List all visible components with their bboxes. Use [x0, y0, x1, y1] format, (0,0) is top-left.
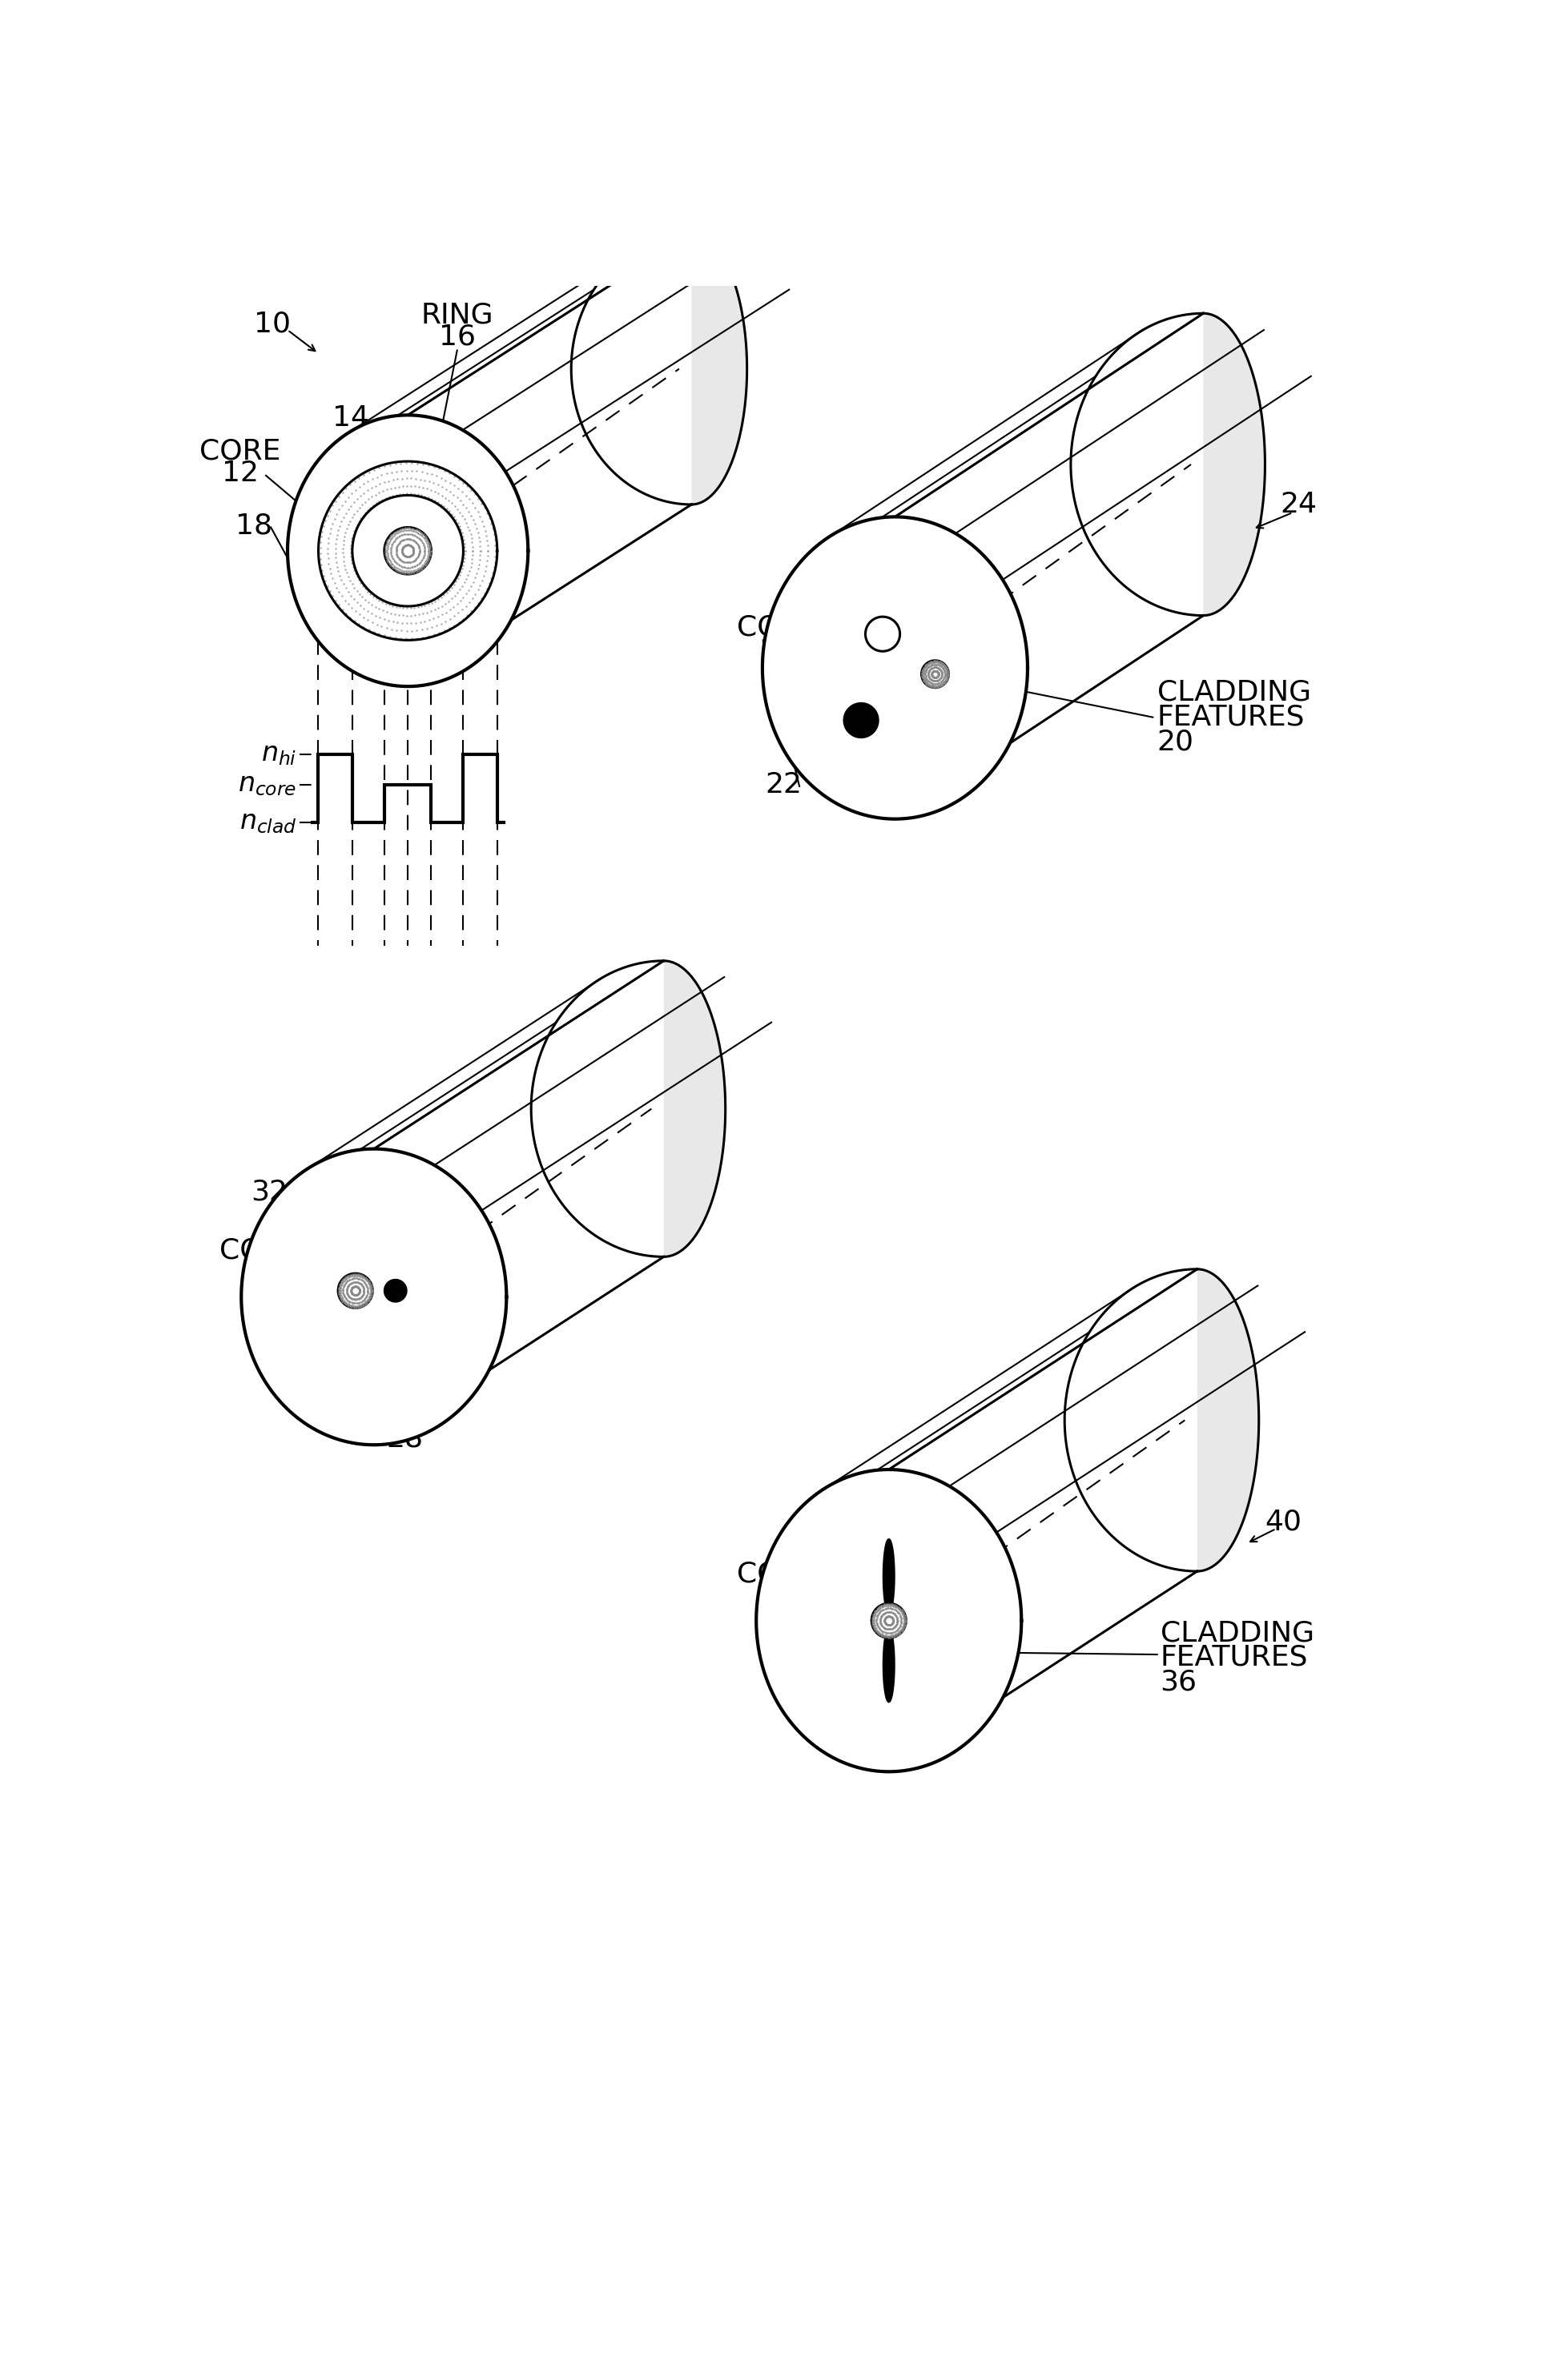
Text: 40: 40	[1264, 1509, 1301, 1535]
Polygon shape	[888, 1269, 1196, 1771]
Text: 26: 26	[759, 638, 795, 664]
Text: 10: 10	[253, 309, 290, 338]
Text: 20: 20	[1157, 728, 1193, 754]
Polygon shape	[921, 662, 949, 688]
Text: 22: 22	[766, 771, 801, 800]
Polygon shape	[384, 528, 432, 574]
Polygon shape	[882, 1540, 895, 1614]
Polygon shape	[287, 414, 528, 685]
Text: FEATURES: FEATURES	[1157, 704, 1305, 731]
Text: CORE: CORE	[199, 438, 281, 464]
Text: 16: 16	[438, 324, 475, 350]
Polygon shape	[407, 233, 691, 685]
Polygon shape	[756, 1468, 1020, 1771]
Polygon shape	[843, 702, 877, 738]
Polygon shape	[691, 233, 747, 505]
Text: 32: 32	[250, 1178, 287, 1207]
Text: CORE: CORE	[736, 614, 818, 643]
Text: 34: 34	[241, 1259, 278, 1288]
Polygon shape	[1196, 1269, 1258, 1571]
Text: 28: 28	[387, 1426, 422, 1452]
Polygon shape	[241, 1150, 506, 1445]
Text: $n_{core}$: $n_{core}$	[238, 771, 297, 797]
Polygon shape	[871, 1604, 905, 1637]
Text: 24: 24	[1280, 490, 1317, 519]
Text: 38: 38	[784, 1697, 820, 1723]
Polygon shape	[895, 314, 1202, 819]
Polygon shape	[882, 1628, 895, 1702]
Text: 36: 36	[1160, 1668, 1196, 1697]
Polygon shape	[663, 962, 725, 1257]
Polygon shape	[384, 1280, 407, 1302]
Polygon shape	[374, 962, 663, 1445]
Text: RING: RING	[421, 302, 494, 328]
Text: 12: 12	[222, 459, 258, 488]
Text: $n_{hi}$: $n_{hi}$	[261, 743, 297, 766]
Text: $n_{clad}$: $n_{clad}$	[239, 809, 297, 835]
Text: CORE: CORE	[736, 1561, 818, 1587]
Polygon shape	[763, 516, 1027, 819]
Text: 14: 14	[332, 405, 370, 431]
Text: CLADDING: CLADDING	[1157, 678, 1311, 707]
Text: CLADDING: CLADDING	[1160, 1618, 1314, 1647]
Text: CORE: CORE	[219, 1238, 300, 1264]
Polygon shape	[353, 495, 463, 607]
Text: FEATURES: FEATURES	[1160, 1645, 1308, 1671]
Text: 18: 18	[235, 512, 272, 540]
Polygon shape	[318, 462, 497, 640]
Text: 30: 30	[300, 1383, 337, 1409]
Polygon shape	[1202, 314, 1264, 616]
Polygon shape	[339, 1273, 373, 1309]
Polygon shape	[865, 616, 899, 652]
Text: 42: 42	[759, 1583, 795, 1611]
